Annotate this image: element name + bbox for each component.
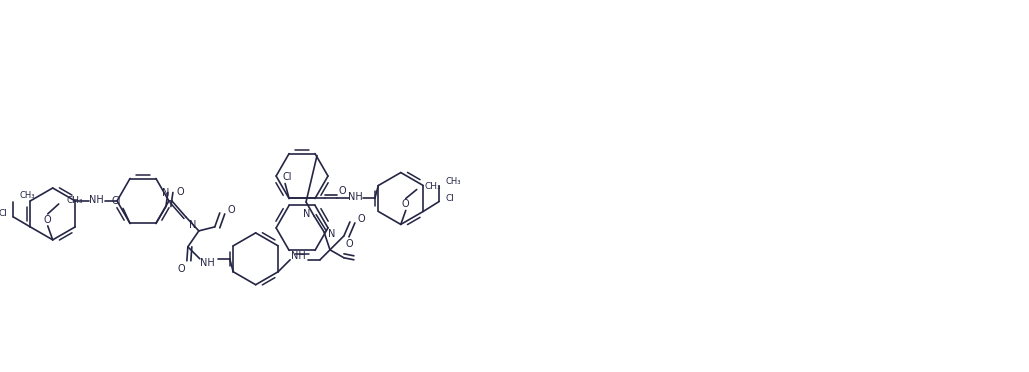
Text: O: O bbox=[358, 214, 365, 224]
Text: Cl: Cl bbox=[282, 171, 292, 182]
Text: N: N bbox=[189, 220, 197, 230]
Text: O: O bbox=[402, 199, 410, 209]
Text: O: O bbox=[177, 264, 185, 274]
Text: NH: NH bbox=[88, 195, 104, 205]
Text: O: O bbox=[177, 186, 184, 196]
Text: NH: NH bbox=[201, 258, 215, 268]
Text: N: N bbox=[162, 188, 169, 198]
Text: CH₃: CH₃ bbox=[20, 192, 35, 201]
Text: CH₃: CH₃ bbox=[67, 196, 83, 205]
Text: NH: NH bbox=[290, 251, 306, 261]
Text: N: N bbox=[303, 209, 310, 219]
Text: CH₃: CH₃ bbox=[425, 182, 441, 191]
Text: CH₃: CH₃ bbox=[446, 177, 461, 186]
Text: O: O bbox=[339, 186, 347, 196]
Text: N: N bbox=[328, 229, 335, 239]
Text: Cl: Cl bbox=[0, 209, 7, 218]
Text: O: O bbox=[44, 215, 51, 225]
Text: NH: NH bbox=[348, 192, 362, 202]
Text: O: O bbox=[345, 239, 353, 249]
Text: Cl: Cl bbox=[446, 194, 454, 203]
Text: Cl: Cl bbox=[111, 196, 121, 206]
Text: O: O bbox=[227, 205, 236, 215]
